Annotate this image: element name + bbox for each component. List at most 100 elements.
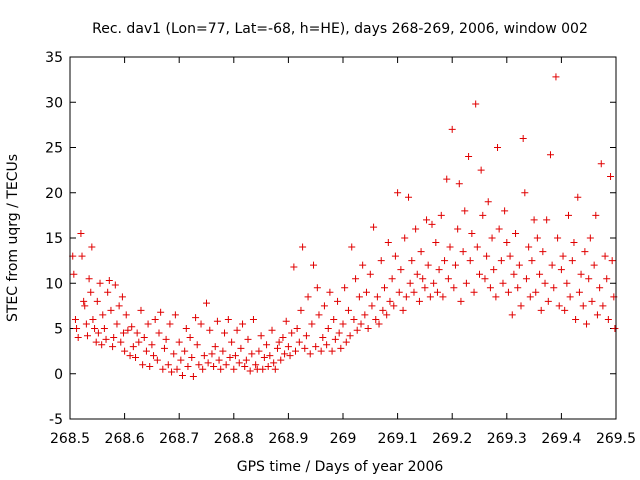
data-point xyxy=(581,248,589,256)
data-point xyxy=(317,347,325,355)
data-point xyxy=(257,332,265,340)
x-tick-label: 268.8 xyxy=(214,431,254,447)
data-point xyxy=(297,306,305,314)
data-point xyxy=(326,288,334,296)
data-point xyxy=(462,279,470,287)
data-point xyxy=(405,193,413,201)
data-point xyxy=(608,257,616,265)
data-point xyxy=(494,144,502,151)
data-point xyxy=(186,334,194,342)
data-point xyxy=(231,352,239,360)
data-point xyxy=(128,323,136,331)
data-point xyxy=(286,352,294,360)
data-point xyxy=(80,297,88,305)
data-point xyxy=(92,338,100,346)
data-point xyxy=(255,347,263,355)
data-point xyxy=(470,288,478,296)
data-point xyxy=(91,325,99,332)
data-point xyxy=(121,347,129,355)
data-point xyxy=(135,338,143,346)
data-point xyxy=(203,299,210,307)
data-point xyxy=(217,365,225,373)
data-point xyxy=(266,352,274,360)
data-point xyxy=(237,344,245,352)
data-point xyxy=(166,320,174,328)
data-point xyxy=(133,329,141,337)
data-point xyxy=(450,284,458,292)
data-point xyxy=(466,257,474,265)
data-point xyxy=(353,326,361,334)
data-point xyxy=(379,306,387,314)
data-point xyxy=(210,363,218,371)
data-point xyxy=(328,347,336,355)
data-point xyxy=(301,344,309,352)
x-tick-label: 268.9 xyxy=(268,431,308,447)
data-point xyxy=(579,302,587,310)
data-point xyxy=(386,297,394,305)
data-point xyxy=(446,243,454,251)
data-point xyxy=(113,320,121,328)
y-tick-label: 5 xyxy=(54,322,63,338)
data-point xyxy=(421,284,429,292)
data-point xyxy=(224,315,232,323)
data-point xyxy=(346,332,354,340)
data-point xyxy=(170,350,178,358)
data-point xyxy=(290,263,298,271)
data-point xyxy=(461,207,469,215)
data-point xyxy=(603,275,611,283)
data-point xyxy=(206,326,214,334)
data-point xyxy=(334,297,342,305)
data-point xyxy=(399,306,407,314)
y-tick-label: 15 xyxy=(45,231,63,247)
data-point xyxy=(77,229,85,237)
data-point xyxy=(284,343,292,351)
data-point xyxy=(188,353,196,361)
y-tick-label: 35 xyxy=(45,50,63,66)
data-point xyxy=(517,302,525,310)
data-point xyxy=(200,352,208,360)
data-point xyxy=(193,341,201,349)
plot-frame xyxy=(69,56,617,420)
data-point xyxy=(120,329,128,337)
data-point xyxy=(525,243,533,251)
data-point xyxy=(308,320,316,328)
data-point xyxy=(244,335,252,343)
x-tick-label: 269.1 xyxy=(378,431,418,447)
data-point xyxy=(246,367,254,375)
data-point xyxy=(339,320,347,328)
data-point xyxy=(477,166,485,174)
y-tick-label: 20 xyxy=(45,186,63,202)
data-point xyxy=(330,315,338,323)
data-point xyxy=(424,261,432,269)
data-point xyxy=(530,216,538,224)
data-point xyxy=(597,160,605,168)
data-point xyxy=(533,234,541,242)
data-point xyxy=(189,372,197,380)
x-tick-label: 269 xyxy=(330,431,357,447)
data-point xyxy=(519,134,527,142)
data-point xyxy=(361,311,369,319)
chart-title: Rec. dav1 (Lon=77, Lat=-68, h=HE), days … xyxy=(92,21,588,37)
data-point xyxy=(483,252,491,260)
data-point xyxy=(586,234,594,242)
data-point xyxy=(377,257,385,265)
data-point xyxy=(137,306,145,314)
data-point xyxy=(323,341,331,349)
data-point xyxy=(368,302,376,310)
data-point xyxy=(118,293,126,301)
data-point xyxy=(583,320,591,328)
data-point xyxy=(295,338,303,346)
data-point xyxy=(98,341,106,349)
data-point xyxy=(479,211,487,219)
data-point xyxy=(271,365,279,373)
data-point xyxy=(157,308,165,316)
x-tick-label: 268.6 xyxy=(105,431,145,447)
data-point xyxy=(554,234,562,242)
data-point xyxy=(204,359,212,367)
data-point xyxy=(78,252,86,260)
data-point xyxy=(592,211,600,219)
data-point xyxy=(561,306,569,314)
data-point xyxy=(226,353,234,361)
data-point xyxy=(71,315,79,323)
